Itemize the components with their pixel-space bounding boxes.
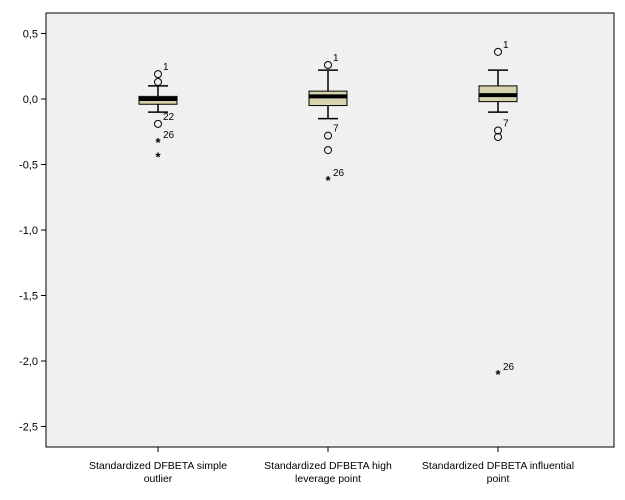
y-tick-label: 0,0: [23, 94, 38, 106]
outlier-circle: [494, 47, 502, 56]
box-group-2: 1 7 * 26: [308, 53, 348, 188]
outlier-circle: [154, 77, 162, 86]
outlier-label: 26: [503, 362, 515, 373]
x-category-label: Standardized DFBETA influential: [422, 460, 574, 472]
outlier-label: 26: [163, 130, 175, 141]
y-tick-label: -1,0: [19, 225, 38, 237]
y-tick-label: -1,5: [19, 291, 38, 303]
x-category-label: leverage point: [295, 473, 361, 485]
outlier-star: *: [155, 135, 161, 150]
outlier-circle: [324, 146, 332, 155]
outlier-label: 1: [503, 40, 509, 51]
outlier-circle: [324, 131, 332, 140]
y-tick-label: -0,5: [19, 160, 38, 172]
y-tick-label: -2,5: [19, 422, 38, 434]
y-axis: 0,5 0,0 -0,5 -1,0 -1,5 -2,0 -2,5: [19, 29, 46, 434]
outlier-star: *: [495, 367, 501, 382]
outlier-star: *: [325, 173, 331, 188]
y-tick-label: 0,5: [23, 29, 38, 41]
plot-area: [45, 12, 615, 448]
box-group-3: 1 7 * 26: [478, 40, 518, 382]
outlier-label: 1: [333, 53, 339, 64]
outlier-label: 22: [163, 112, 175, 123]
y-tick-label: -2,0: [19, 356, 38, 368]
outlier-label: 7: [503, 118, 509, 129]
outlier-circle: [324, 60, 332, 69]
outlier-label: 7: [333, 124, 339, 135]
outlier-label: 1: [163, 62, 169, 73]
outlier-circle: [154, 70, 162, 79]
outlier-circle: [154, 119, 162, 128]
x-category-label: outlier: [144, 473, 173, 485]
x-category-label: Standardized DFBETA simple: [89, 460, 227, 472]
outlier-circle: [494, 132, 502, 141]
outlier-star: *: [155, 150, 161, 165]
box-group-1: 1 22 * 26*: [138, 62, 178, 165]
x-category-label: point: [487, 473, 510, 485]
outlier-label: 26: [333, 168, 345, 179]
x-category-label: Standardized DFBETA high: [264, 460, 392, 472]
